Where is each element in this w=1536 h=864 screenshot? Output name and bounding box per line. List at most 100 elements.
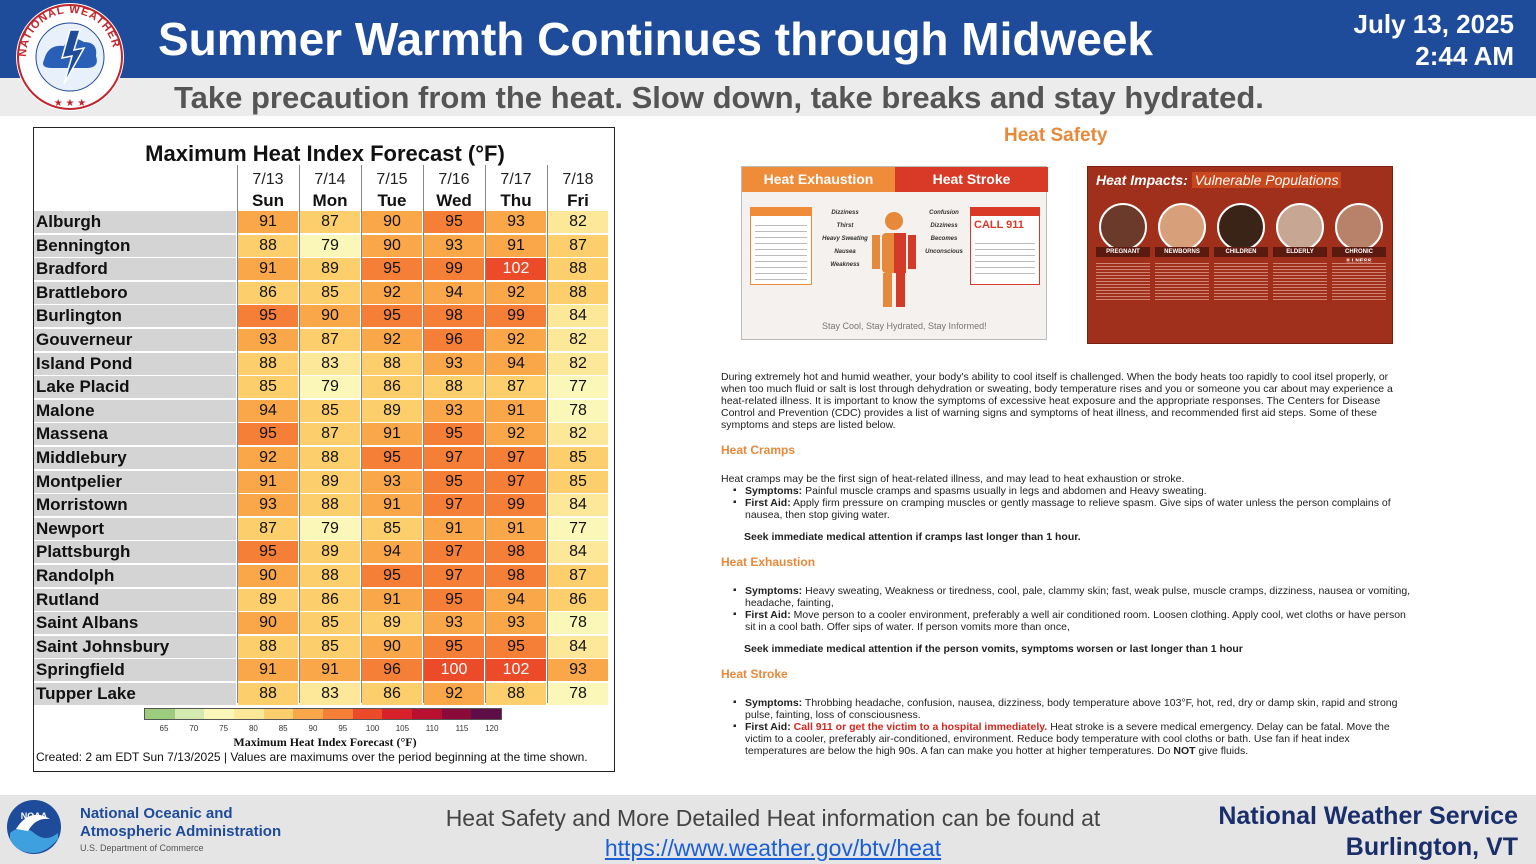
city-name: Springfield [34,659,236,682]
heat-index-cell: 91 [238,211,298,233]
heat-index-cell: 77 [548,376,608,399]
heat-index-cell: 97 [424,494,484,517]
subtitle-bar: Take precaution from the heat. Slow down… [0,78,1536,116]
heat-index-cell: 92 [238,447,298,469]
heat-index-cell: 95 [424,211,484,233]
call-911-box [970,207,1040,285]
heat-index-cell: 91 [424,517,484,540]
heat-index-cell: 82 [548,211,608,233]
scale-swatch [412,709,442,719]
heat-index-cell: 93 [362,470,422,493]
heat-index-cell: 93 [486,612,546,635]
column-divider [237,165,238,703]
day-header: 7/14 Mon [312,171,348,210]
heat-index-cell: 89 [300,541,360,564]
heat-index-cell: 102 [486,659,546,682]
scale-tick: 90 [308,724,318,733]
heat-index-cell: 97 [424,541,484,564]
created-note: Created: 2 am EDT Sun 7/13/2025 | Values… [36,750,588,764]
heat-index-cell: 82 [548,329,608,351]
heat-index-cell: 85 [362,517,422,540]
heat-cramps-heading: Heat Cramps [721,443,796,457]
list-item: First Aid: Apply firm pressure on crampi… [733,497,1411,521]
scale-tick: 120 [485,724,499,733]
heat-index-cell: 87 [486,376,546,399]
stroke-symptoms: Confusion Dizziness Becomes Unconscious [925,210,963,255]
office-name: National Weather Service Burlington, VT [1218,802,1518,861]
population-photo [1335,203,1383,251]
header-bar: Summer Warmth Continues through Midweek … [0,0,1536,78]
population-label: PREGNANT [1096,247,1150,257]
city-name: Saint Johnsbury [34,635,236,658]
heat-index-cell: 89 [300,258,360,281]
city-name: Rutland [34,588,236,611]
exhaustion-label: Heat Exhaustion [742,167,895,192]
heat-index-cell: 100 [424,659,484,682]
heat-index-cell: 88 [548,258,608,281]
table-row: Saint Johnsbury 88 85 90 95 95 84 [34,635,614,658]
heat-index-cell: 88 [238,683,298,705]
heat-index-cell: 93 [424,234,484,257]
heat-index-cell: 84 [548,541,608,564]
issue-date: July 13, 2025 [1353,9,1514,39]
cramps-seek: Seek immediate medical attention if cram… [744,531,1081,543]
heat-index-cell: 84 [548,494,608,517]
heat-index-cell: 93 [238,329,298,351]
heat-index-cell: 86 [362,376,422,399]
heat-index-cell: 95 [424,635,484,658]
heat-index-cell: 94 [486,588,546,611]
scale-tick: 100 [365,724,380,733]
heat-exhaustion-heading: Heat Exhaustion [721,555,816,569]
heat-index-cell: 91 [486,517,546,540]
scale-tick: 105 [395,724,410,733]
heat-index-cell: 93 [486,211,546,233]
heat-index-cell: 93 [238,494,298,517]
population-photo [1217,203,1265,251]
day-header: 7/16 Wed [436,171,472,210]
heat-index-cell: 85 [238,376,298,399]
heat-index-cell: 88 [486,683,546,705]
heat-index-cell: 88 [300,565,360,587]
heat-index-cell: 95 [424,588,484,611]
heat-index-cell: 90 [238,612,298,635]
scale-swatch [293,709,324,719]
heat-index-cell: 82 [548,352,608,375]
heat-index-cell: 85 [300,635,360,658]
scale-label: Maximum Heat Index Forecast (°F) [233,735,417,749]
heat-index-cell: 77 [548,517,608,540]
heat-index-cell: 86 [362,683,422,705]
heat-index-cell: 88 [548,281,608,304]
heat-index-cell: 93 [424,399,484,422]
column-divider [547,165,548,703]
day-header: 7/17 Thu [500,171,532,210]
heat-index-cell: 88 [238,352,298,375]
heat-index-cell: 97 [424,565,484,587]
heat-index-cell: 79 [300,376,360,399]
list-item: First Aid: Call 911 or get the victim to… [733,721,1411,757]
call-911-label: CALL 911 [974,219,1024,231]
noaa-name: National Oceanic and Atmospheric Adminis… [80,805,282,840]
table-row: Plattsburgh 95 89 94 97 98 84 [34,541,614,564]
footer-message-block: Heat Safety and More Detailed Heat infor… [412,803,1134,863]
heat-index-cell: 90 [362,234,422,257]
scale-tick: 85 [278,724,288,733]
city-name: Tupper Lake [34,683,236,705]
city-name: Brattleboro [34,281,236,304]
heat-index-cell: 85 [300,612,360,635]
heat-index-cell: 95 [238,305,298,328]
svg-text:★ ★ ★: ★ ★ ★ [54,98,86,109]
exhaustion-symptoms: Dizziness Thirst Heavy Sweating Nausea W… [822,210,868,268]
city-name: Alburgh [34,211,236,233]
city-name: Newport [34,517,236,540]
heat-index-cell: 91 [238,258,298,281]
table-row: Island Pond 88 83 88 93 94 82 [34,352,614,375]
heat-index-cell: 95 [362,447,422,469]
heat-info-link[interactable]: https://www.weather.gov/btv/heat [604,835,942,861]
heat-index-cell: 92 [486,329,546,351]
heat-index-table-panel: Maximum Heat Index Forecast (°F) 7/13 Sun… [33,127,615,772]
list-item: Symptoms: Throbbing headache, confusion,… [733,697,1411,721]
stroke-label: Heat Stroke [895,167,1048,192]
scale-swatch [471,709,502,719]
vulnerable-populations-graphic: Heat Impacts: Vulnerable Populations PRE… [1087,166,1393,344]
